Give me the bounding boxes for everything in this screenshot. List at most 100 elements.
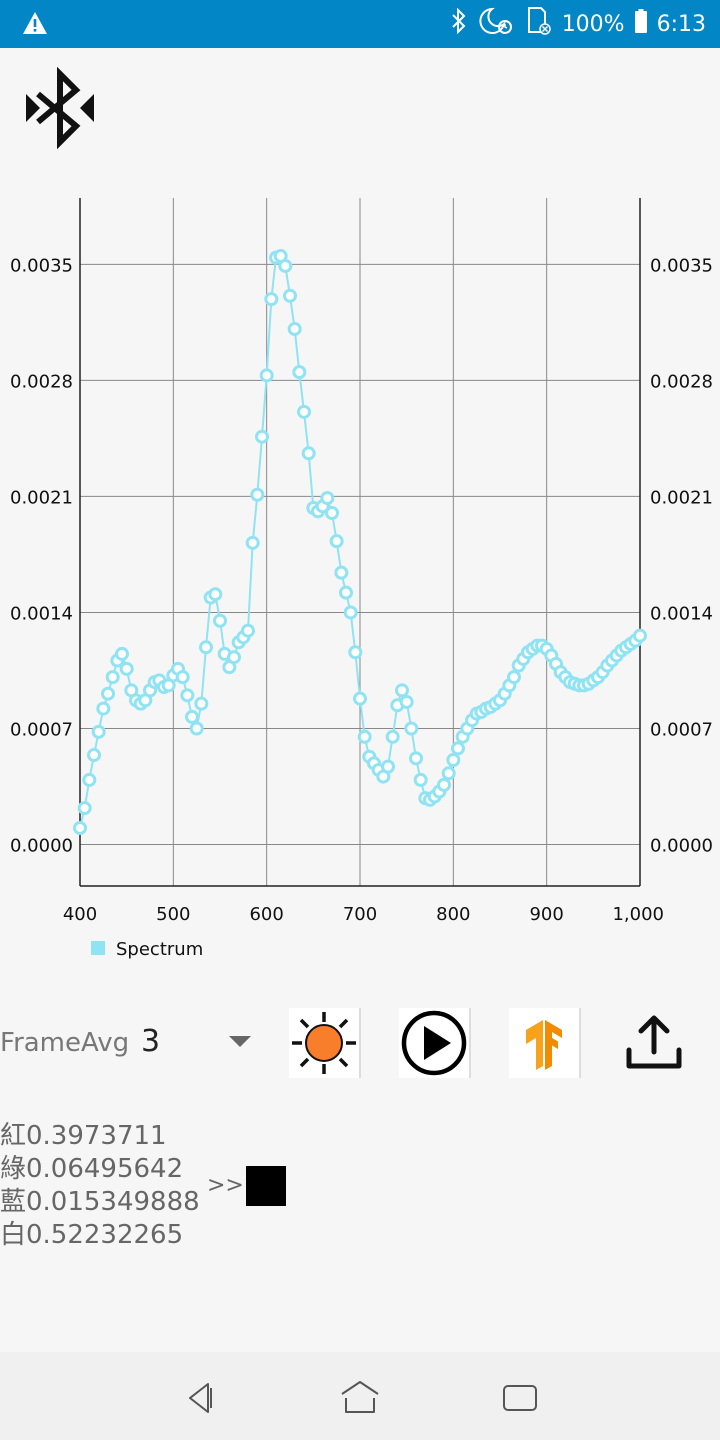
data-point: [91, 724, 106, 739]
data-point: [292, 365, 307, 380]
y-tick-label-left: 0.0021: [10, 487, 73, 508]
data-point: [283, 288, 297, 303]
play-button[interactable]: [399, 1008, 469, 1078]
data-point: [101, 686, 115, 701]
data-point: [245, 535, 260, 550]
x-tick-label: 600: [249, 904, 283, 925]
data-point: [413, 772, 428, 787]
data-point: [96, 701, 111, 716]
data-point: [507, 670, 521, 685]
data-point: [334, 565, 349, 580]
y-tick-label-right: 0.0021: [650, 487, 713, 508]
red-value: 紅0.3973711: [0, 1121, 167, 1151]
data-point: [297, 404, 311, 419]
x-tick-label: 700: [343, 904, 377, 925]
data-point: [259, 368, 274, 383]
back-button[interactable]: [172, 1370, 228, 1426]
data-point: [241, 623, 255, 638]
data-point: [185, 709, 199, 724]
x-tick-label: 900: [529, 904, 563, 925]
data-point: [213, 613, 227, 628]
data-point: [82, 772, 97, 787]
tensorflow-button[interactable]: [509, 1008, 579, 1078]
data-point: [87, 748, 101, 763]
y-tick-label-left: 0.0000: [10, 836, 73, 857]
data-point: [189, 721, 204, 736]
legend-label: Spectrum: [116, 939, 203, 960]
x-tick-label: 1,000: [612, 904, 664, 925]
frame-avg-dropdown-icon[interactable]: [229, 1036, 251, 1047]
light-toggle-icon: [292, 1012, 356, 1074]
frame-avg-label: FrameAvg: [0, 1028, 130, 1058]
data-point: [301, 446, 316, 461]
data-point: [255, 429, 269, 444]
data-point: [329, 534, 344, 549]
blue-value: 藍0.015349888: [0, 1187, 200, 1217]
y-tick-label-right: 0.0000: [650, 836, 713, 857]
data-point: [399, 694, 414, 709]
data-point: [199, 640, 213, 655]
data-point: [446, 753, 461, 768]
data-point: [250, 487, 265, 502]
data-point: [381, 759, 395, 774]
play-icon: [401, 1010, 467, 1076]
data-point: [73, 820, 87, 835]
recents-icon: [503, 1385, 537, 1411]
data-point: [325, 505, 339, 520]
data-point: [343, 605, 358, 620]
white-value: 白0.52232265: [0, 1220, 184, 1250]
warning-icon: [22, 11, 48, 39]
data-point: [339, 585, 353, 600]
recents-button[interactable]: [492, 1370, 548, 1426]
color-swatch: [246, 1166, 286, 1206]
y-tick-label-left: 0.0035: [10, 255, 73, 276]
home-icon: [341, 1381, 379, 1413]
data-point: [115, 646, 129, 661]
y-tick-label-right: 0.0014: [650, 603, 713, 624]
data-point: [633, 628, 647, 643]
data-point: [348, 645, 363, 660]
x-tick-label: 800: [436, 904, 470, 925]
x-tick-label: 500: [156, 904, 190, 925]
data-point: [119, 661, 134, 676]
data-point: [175, 670, 190, 685]
frame-avg-value[interactable]: 3: [141, 1024, 161, 1059]
color-readout: 紅0.3973711 綠0.06495642 藍0.015349888 白0.5…: [0, 1120, 200, 1252]
data-point: [278, 258, 293, 273]
share-icon: [626, 1015, 682, 1069]
do-not-disturb-alarm-icon: [478, 6, 514, 42]
result-arrow: >>: [207, 1173, 244, 1198]
data-point: [320, 491, 335, 506]
data-point: [105, 670, 120, 685]
y-tick-label-left: 0.0028: [10, 371, 73, 392]
data-point: [451, 741, 465, 756]
data-point: [194, 696, 209, 711]
light-toggle-button[interactable]: [289, 1008, 359, 1078]
y-tick-label-right: 0.0035: [650, 255, 713, 276]
data-point: [264, 292, 279, 307]
data-point: [353, 691, 367, 706]
data-point: [437, 777, 451, 792]
tensorflow-icon: [526, 1020, 562, 1070]
legend-swatch: [91, 941, 105, 955]
data-point: [395, 683, 409, 698]
battery-percent: 100%: [561, 11, 625, 37]
x-tick-label: 400: [63, 904, 97, 925]
controls-row: FrameAvg 3: [0, 1000, 720, 1090]
bluetooth-icon: [450, 7, 468, 40]
data-point: [357, 729, 372, 744]
spectrum-chart: 400 500 600 700 800 900 1,000 0.0000 0.0000 0.000…: [10, 198, 713, 960]
share-button[interactable]: [619, 1008, 689, 1078]
bluetooth-scan-icon[interactable]: [24, 66, 96, 154]
y-tick-label-left: 0.0014: [10, 603, 73, 624]
clock: 6:13: [656, 11, 706, 37]
home-button[interactable]: [332, 1370, 388, 1426]
y-tick-label-right: 0.0028: [650, 371, 713, 392]
battery-icon: [634, 9, 647, 39]
navigation-bar: [0, 1352, 720, 1440]
data-point: [180, 688, 195, 703]
back-icon: [189, 1383, 212, 1413]
data-point: [77, 801, 92, 816]
y-tick-label-left: 0.0007: [10, 720, 73, 741]
y-tick-label-right: 0.0007: [650, 720, 713, 741]
